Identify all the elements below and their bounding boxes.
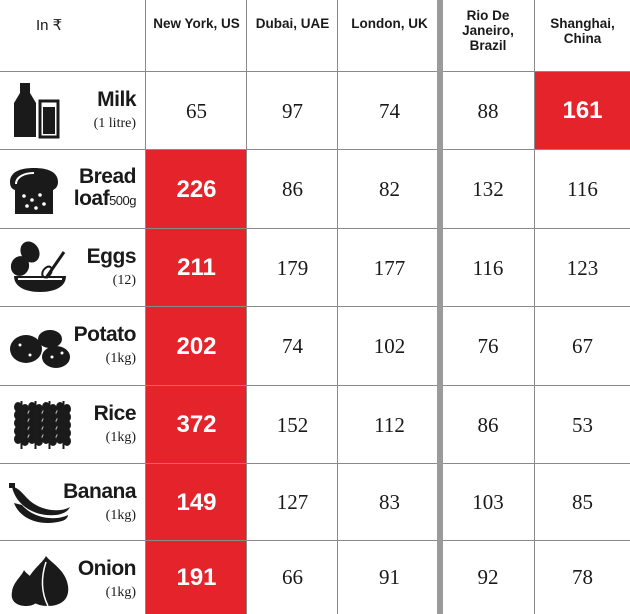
value-cell: 116 xyxy=(472,255,504,280)
value-cell: 82 xyxy=(379,177,400,201)
item-quantity: (1kg) xyxy=(105,585,136,600)
value-cell: 177 xyxy=(373,255,406,280)
row-divider xyxy=(0,149,630,150)
item-name: Rice xyxy=(93,402,137,425)
value-cell: 85 xyxy=(572,490,593,514)
item-name: Eggs xyxy=(86,245,137,268)
column-header: London, UK xyxy=(351,16,428,31)
value-cell: 211 xyxy=(146,229,247,307)
item-quantity: (1kg) xyxy=(105,508,136,523)
value-cell: 91 xyxy=(379,565,400,589)
item-name: Banana xyxy=(63,480,136,503)
item-quantity: 500g xyxy=(109,193,136,208)
item-name: Bread loaf500g xyxy=(73,165,137,212)
item-name-line2: loaf xyxy=(73,187,110,210)
unit-label: In ₹ xyxy=(36,17,63,34)
value-cell: 149 xyxy=(146,464,247,541)
item-name-line: loaf500g xyxy=(73,187,137,212)
value-cell: 372 xyxy=(146,386,247,464)
value-cell: 97 xyxy=(282,98,303,123)
row-label: Banana (1kg) xyxy=(0,464,146,541)
row-label: Potato (1kg) xyxy=(0,307,146,386)
column-header: Shanghai, China xyxy=(550,16,615,46)
value-cell: 74 xyxy=(282,334,303,358)
value-cell: 88 xyxy=(477,98,499,123)
item-name-line: Bread xyxy=(78,165,137,188)
column-header: Rio De Janeiro, Brazil xyxy=(462,8,514,53)
milk-bottle-icon xyxy=(14,83,60,139)
value-cell: 74 xyxy=(379,98,400,123)
item-quantity: (1 litre) xyxy=(93,116,136,131)
column-divider xyxy=(145,0,146,614)
row-divider xyxy=(0,306,630,307)
eggs-bowl-icon xyxy=(10,241,66,292)
row-divider xyxy=(0,463,630,464)
item-name: Potato xyxy=(73,323,137,346)
value-cell: 92 xyxy=(477,565,499,589)
value-cell: 53 xyxy=(572,412,593,437)
item-name: Onion xyxy=(77,557,137,580)
value-cell: 76 xyxy=(477,334,499,358)
rice-icon xyxy=(14,401,71,449)
row-label: Eggs (12) xyxy=(0,229,146,307)
column-header: Dubai, UAE xyxy=(255,16,330,31)
value-cell: 67 xyxy=(572,334,593,358)
value-cell: 132 xyxy=(472,177,504,201)
value-cell: 152 xyxy=(276,412,309,437)
banana-icon xyxy=(9,482,70,523)
value-cell: 78 xyxy=(572,565,593,589)
value-cell: 116 xyxy=(567,177,598,201)
row-label: Rice (1kg) xyxy=(0,386,146,464)
value-cell: 191 xyxy=(146,541,247,614)
value-cell: 226 xyxy=(146,150,247,229)
column-divider xyxy=(337,0,338,614)
item-quantity: (1kg) xyxy=(105,351,136,366)
value-cell: 66 xyxy=(282,565,303,589)
column-divider xyxy=(534,0,535,614)
value-cell: 65 xyxy=(186,98,207,123)
row-divider xyxy=(0,228,630,229)
row-label: Onion (1kg) xyxy=(0,541,146,614)
onion-icon xyxy=(11,555,69,606)
value-cell: 127 xyxy=(276,490,309,514)
bread-icon xyxy=(10,167,58,214)
value-cell: 161 xyxy=(535,72,630,150)
value-cell: 103 xyxy=(472,490,504,514)
value-cell: 83 xyxy=(379,490,400,514)
value-cell: 102 xyxy=(373,334,406,358)
value-cell: 86 xyxy=(282,177,303,201)
row-divider xyxy=(0,71,630,72)
value-cell: 202 xyxy=(146,307,247,386)
item-quantity: (1kg) xyxy=(105,430,136,445)
column-divider xyxy=(246,0,247,614)
value-cell: 179 xyxy=(276,255,309,280)
row-label: Bread loaf500g xyxy=(0,150,146,229)
potato-icon xyxy=(10,329,70,368)
item-name: Milk xyxy=(97,88,136,111)
value-cell: 123 xyxy=(566,255,599,280)
column-divider-thick xyxy=(437,0,443,614)
value-cell: 86 xyxy=(477,412,499,437)
value-cell: 112 xyxy=(374,412,405,437)
column-header: New York, US xyxy=(153,16,240,31)
row-label: Milk (1 litre) xyxy=(0,72,146,150)
item-quantity: (12) xyxy=(112,273,136,288)
row-divider xyxy=(0,540,630,541)
row-divider xyxy=(0,385,630,386)
